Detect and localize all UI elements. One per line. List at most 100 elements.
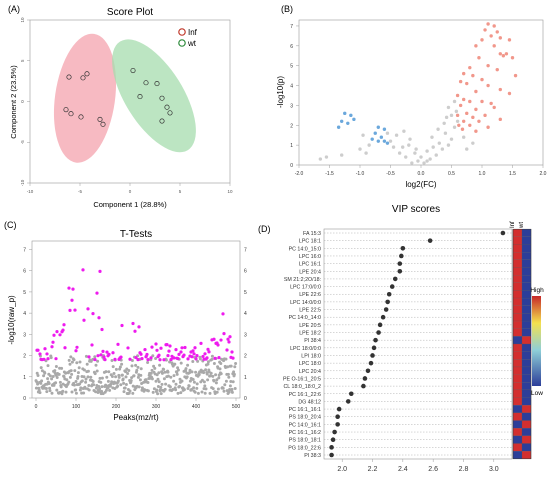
vip-category-label: LPE 20:5 (299, 323, 321, 329)
volcano-point-ns (452, 125, 457, 129)
ttest-point-ns (48, 389, 52, 393)
x-tick-label: -10 (27, 189, 34, 194)
ttest-point-ns (116, 384, 120, 388)
ttest-point-ns (55, 375, 59, 379)
y-tick-label: 1 (290, 143, 293, 149)
volcano-point-ns (397, 151, 402, 155)
heatmap-cell (521, 374, 532, 383)
ttest-point-ns (65, 378, 69, 382)
volcano-point-ns (452, 99, 457, 104)
ttest-point-ns (229, 380, 233, 384)
ttest-point-ns (156, 385, 160, 389)
ttest-point-sig (52, 333, 56, 337)
ttest-point-ns (94, 390, 98, 394)
ttests-title: T-Tests (120, 229, 152, 240)
ttest-point-ns (222, 389, 226, 393)
ttest-point-ns (186, 363, 190, 367)
ttest-point-ns (203, 391, 207, 395)
ttests-points (34, 268, 238, 396)
ttest-point-ns (82, 375, 86, 379)
heatmap-cell (512, 305, 523, 314)
vip-category-label: PC 14:0_16:1 (289, 422, 321, 428)
ttest-point-sig (177, 352, 181, 356)
ttest-point-ns (82, 368, 86, 372)
ttest-point-ns (118, 365, 122, 369)
x-tick-label: 400 (192, 404, 201, 410)
vip-point (400, 246, 406, 251)
heatmap-cell (512, 343, 523, 352)
ttest-point-ns (154, 379, 158, 383)
ttest-point-sig (74, 349, 78, 353)
ttest-point-ns (215, 390, 219, 394)
volcano-point-ns (462, 135, 466, 139)
ttest-point-ns (188, 371, 192, 375)
panel-label-c: (C) (4, 220, 17, 230)
ttest-point-ns (82, 391, 86, 395)
ttest-point-ns (196, 391, 200, 395)
volcano-point-up (495, 67, 499, 72)
ttest-point-ns (172, 374, 176, 378)
ttest-point-sig (81, 268, 85, 272)
heatmap-cell (521, 382, 532, 391)
y-tick-label: 6 (290, 44, 293, 50)
ttest-point-ns (84, 354, 88, 358)
vip-category-label: LPC 18:1 (299, 239, 321, 245)
volcano-point-down (346, 121, 350, 125)
volcano-point-ns (408, 137, 412, 141)
heatmap-cell (521, 229, 532, 237)
colorbar-low-label: Low (531, 390, 543, 397)
volcano-point-down (373, 131, 377, 135)
ttest-point-sig (105, 350, 109, 354)
ttest-point-ns (203, 384, 207, 388)
score-point-wt (159, 118, 165, 124)
vip-point (397, 268, 403, 274)
y-tick-label-right: 7 (244, 247, 247, 253)
ttest-point-ns (70, 360, 74, 364)
volcano-point-ns (446, 143, 451, 147)
ttest-point-ns (210, 357, 214, 361)
ttest-point-sig (192, 352, 196, 356)
volcano-point-up (480, 77, 484, 82)
ttest-point-sig (62, 323, 66, 327)
volcano-point-up (462, 97, 466, 102)
ttest-point-ns (230, 387, 234, 391)
ttest-point-ns (106, 386, 110, 390)
volcano-point-ns (440, 147, 445, 151)
ttest-point-sig (50, 345, 54, 349)
x-tick-label: 5 (179, 189, 182, 194)
ttest-point-ns (184, 367, 188, 371)
ttest-point-sig (111, 351, 115, 355)
volcano-point-up (477, 56, 481, 60)
ttest-point-ns (232, 370, 236, 374)
heatmap-cell (512, 252, 523, 260)
vip-points: FA 15:3 LPC 18:1PC 14:0_15:0 LPC 16:0 LPC 1… (283, 230, 512, 459)
ttest-point-ns (58, 380, 62, 384)
ttest-point-sig (206, 347, 210, 351)
volcano-point-ns (361, 133, 365, 137)
vip-category-label: LPE 18:2 (299, 331, 321, 337)
ttest-point-ns (217, 376, 221, 380)
ttest-point-ns (134, 363, 138, 367)
ttest-point-sig (145, 352, 149, 357)
ttest-point-sig (222, 332, 226, 336)
volcano-point-ns (385, 131, 390, 135)
ttest-point-ns (76, 374, 80, 378)
heatmap-cell (512, 313, 523, 322)
ttest-point-ns (180, 379, 184, 383)
volcano-point-up (480, 38, 484, 42)
score-point-inf (100, 121, 106, 127)
ttest-point-sig (174, 348, 178, 352)
volcano-point-down (385, 141, 390, 145)
volcano-point-ns (340, 153, 344, 157)
ttest-point-sig (136, 358, 140, 362)
ttest-point-ns (143, 388, 147, 392)
heatmap-cell (521, 297, 532, 306)
heatmap-cell (512, 397, 523, 406)
volcano-point-up (486, 22, 490, 26)
ttest-point-ns (55, 388, 59, 392)
volcano-point-ns (407, 143, 411, 147)
heatmap-cell (512, 435, 523, 444)
ttest-point-ns (37, 388, 41, 392)
score-plot-ylabel: Component 2 (23.5%) (9, 65, 18, 139)
